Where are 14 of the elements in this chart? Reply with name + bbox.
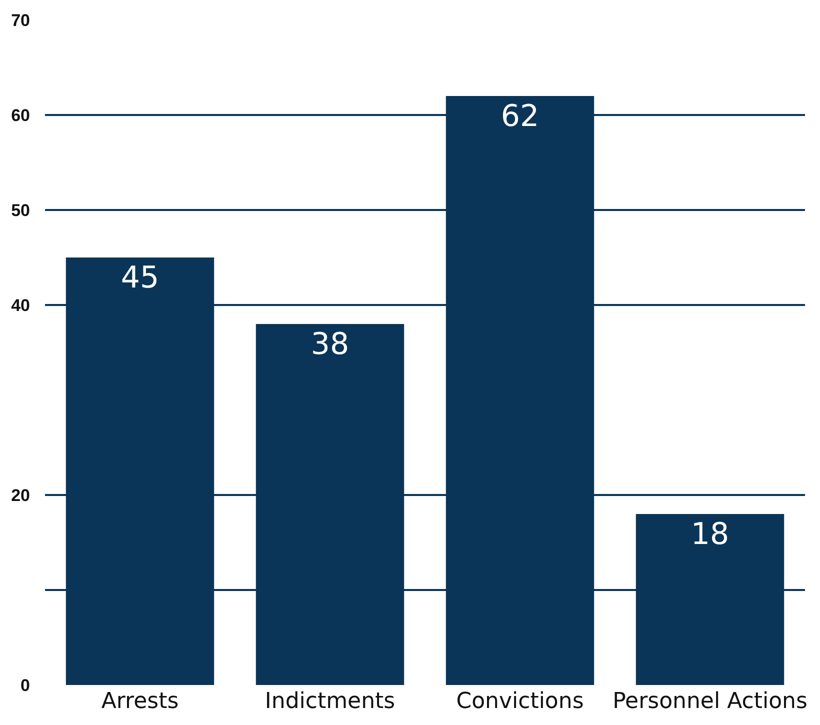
y-tick-label: 20 — [11, 486, 30, 505]
data-label: 45 — [120, 260, 160, 296]
x-tick-label: Personnel Actions — [612, 689, 808, 714]
x-tick-label: Arrests — [101, 689, 179, 714]
x-tick-label: Convictions — [456, 689, 584, 714]
y-tick-label: 50 — [11, 200, 30, 220]
y-tick-label: 70 — [11, 10, 30, 30]
y-tick-label: 0 — [20, 676, 30, 695]
x-tick-label: Indictments — [264, 689, 396, 714]
data-label: 62 — [500, 99, 540, 134]
y-tick-label: 40 — [11, 296, 30, 315]
data-label: 18 — [690, 517, 730, 552]
data-label: 38 — [310, 327, 350, 362]
y-tick-label: 60 — [11, 106, 30, 125]
